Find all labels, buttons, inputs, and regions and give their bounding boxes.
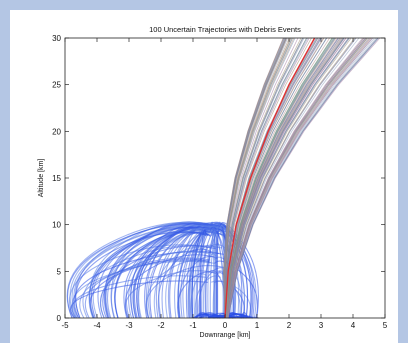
x-tick-label: -1 [189, 321, 197, 330]
y-axis-label: Altitude [km] [38, 159, 45, 198]
x-tick-label: -2 [157, 321, 165, 330]
x-axis-label: Downrange [km] [200, 332, 251, 339]
x-tick-label: -5 [61, 321, 69, 330]
y-tick-label: 30 [52, 34, 61, 43]
y-tick-label: 0 [57, 314, 62, 323]
trajectory-chart: -5 -4 -3 -2 -1 0 1 2 3 4 5 0 5 10 15 20 25 30 100 Uncerta… [10, 10, 398, 343]
x-tick-label: 4 [351, 321, 356, 330]
x-tick-label: 3 [319, 321, 324, 330]
chart-title: 100 Uncertain Trajectories with Debris E… [149, 25, 301, 34]
y-tick-label: 15 [52, 174, 61, 183]
x-tick-label: 2 [287, 321, 292, 330]
x-tick-label: -3 [125, 321, 133, 330]
y-tick-label: 25 [52, 81, 61, 90]
y-tick-label: 20 [52, 127, 61, 136]
x-tick-label: 1 [255, 321, 260, 330]
x-tick-label: -4 [93, 321, 101, 330]
figure-frame: -5 -4 -3 -2 -1 0 1 2 3 4 5 0 5 10 15 20 25 30 100 Uncerta… [10, 10, 398, 343]
x-tick-label: 0 [223, 321, 228, 330]
y-tick-label: 5 [57, 267, 62, 276]
x-tick-label: 5 [383, 321, 388, 330]
y-tick-label: 10 [52, 221, 61, 230]
